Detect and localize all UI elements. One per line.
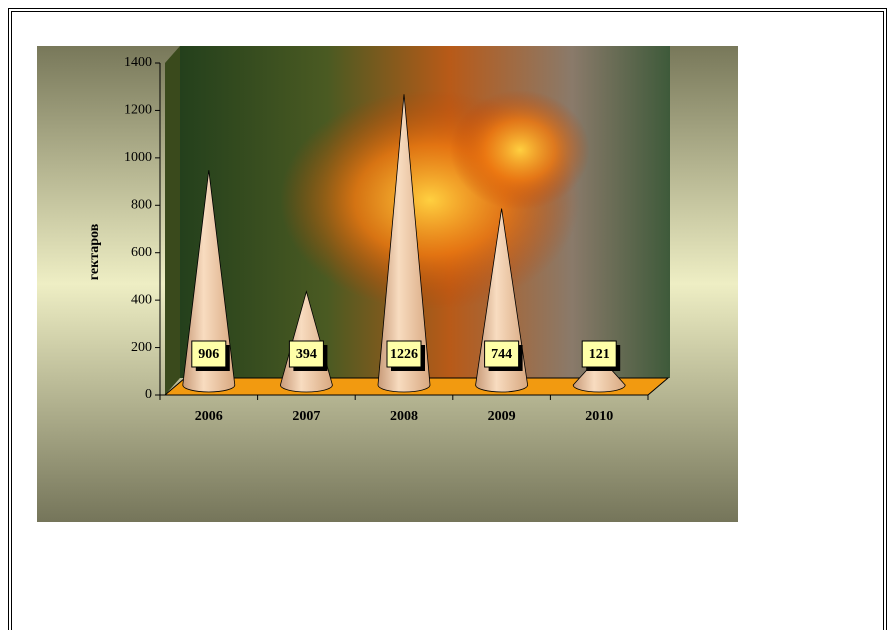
y-tick-label: 1200 — [124, 103, 152, 118]
y-tick-label: 800 — [131, 198, 152, 213]
fire — [450, 90, 590, 210]
y-tick-label: 1400 — [124, 55, 152, 70]
value-label: 394 — [296, 347, 317, 362]
y-tick-label: 0 — [145, 387, 152, 402]
x-tick-label: 2007 — [292, 409, 320, 424]
y-tick-label: 1000 — [124, 150, 152, 165]
x-tick-label: 2009 — [488, 409, 516, 424]
side-wall — [165, 46, 180, 395]
value-label: 744 — [491, 347, 512, 362]
value-label: 1226 — [390, 347, 418, 362]
y-tick-label: 200 — [131, 340, 152, 355]
y-tick-label: 600 — [131, 245, 152, 260]
slide: гектаров 0 200 400 600 800 1000 1200 1400 2006 90… — [0, 0, 895, 630]
y-axis-label: гектаров — [87, 223, 102, 280]
y-tick-label: 400 — [131, 292, 152, 307]
x-tick-label: 2010 — [585, 409, 613, 424]
x-tick-label: 2006 — [195, 409, 223, 424]
value-label: 906 — [198, 347, 219, 362]
x-tick-label: 2008 — [390, 409, 418, 424]
value-label: 121 — [589, 347, 610, 362]
